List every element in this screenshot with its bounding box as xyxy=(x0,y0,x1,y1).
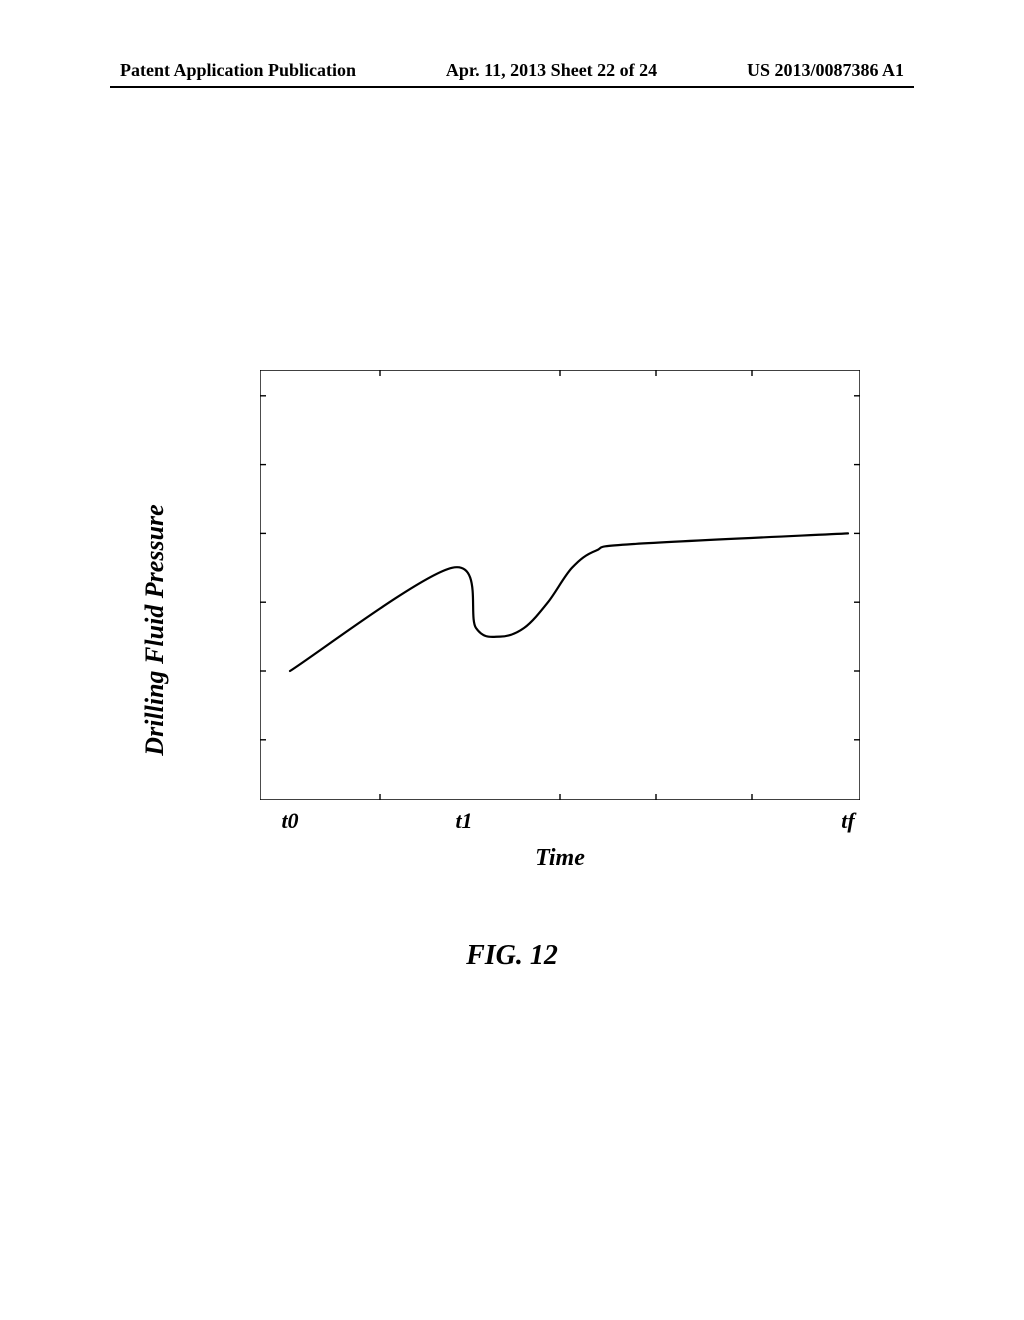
header-center: Apr. 11, 2013 Sheet 22 of 24 xyxy=(446,60,657,81)
pressure-time-chart xyxy=(260,370,860,800)
x-tick-label: t1 xyxy=(455,808,472,834)
header-left: Patent Application Publication xyxy=(120,60,356,81)
header-rule xyxy=(110,86,914,88)
x-axis-label: Time xyxy=(260,845,860,872)
x-tick-label: t0 xyxy=(281,808,298,834)
header-right: US 2013/0087386 A1 xyxy=(747,60,904,81)
x-tick-labels: t0 t1 tf xyxy=(260,808,860,838)
page-header: Patent Application Publication Apr. 11, … xyxy=(0,60,1024,81)
y-axis-label: Drilling Fluid Pressure xyxy=(140,504,170,755)
x-tick-label: tf xyxy=(841,808,854,834)
chart-area: Drilling Fluid Pressure t0 t1 tf Time xyxy=(130,370,890,890)
figure-caption: FIG. 12 xyxy=(0,940,1024,972)
